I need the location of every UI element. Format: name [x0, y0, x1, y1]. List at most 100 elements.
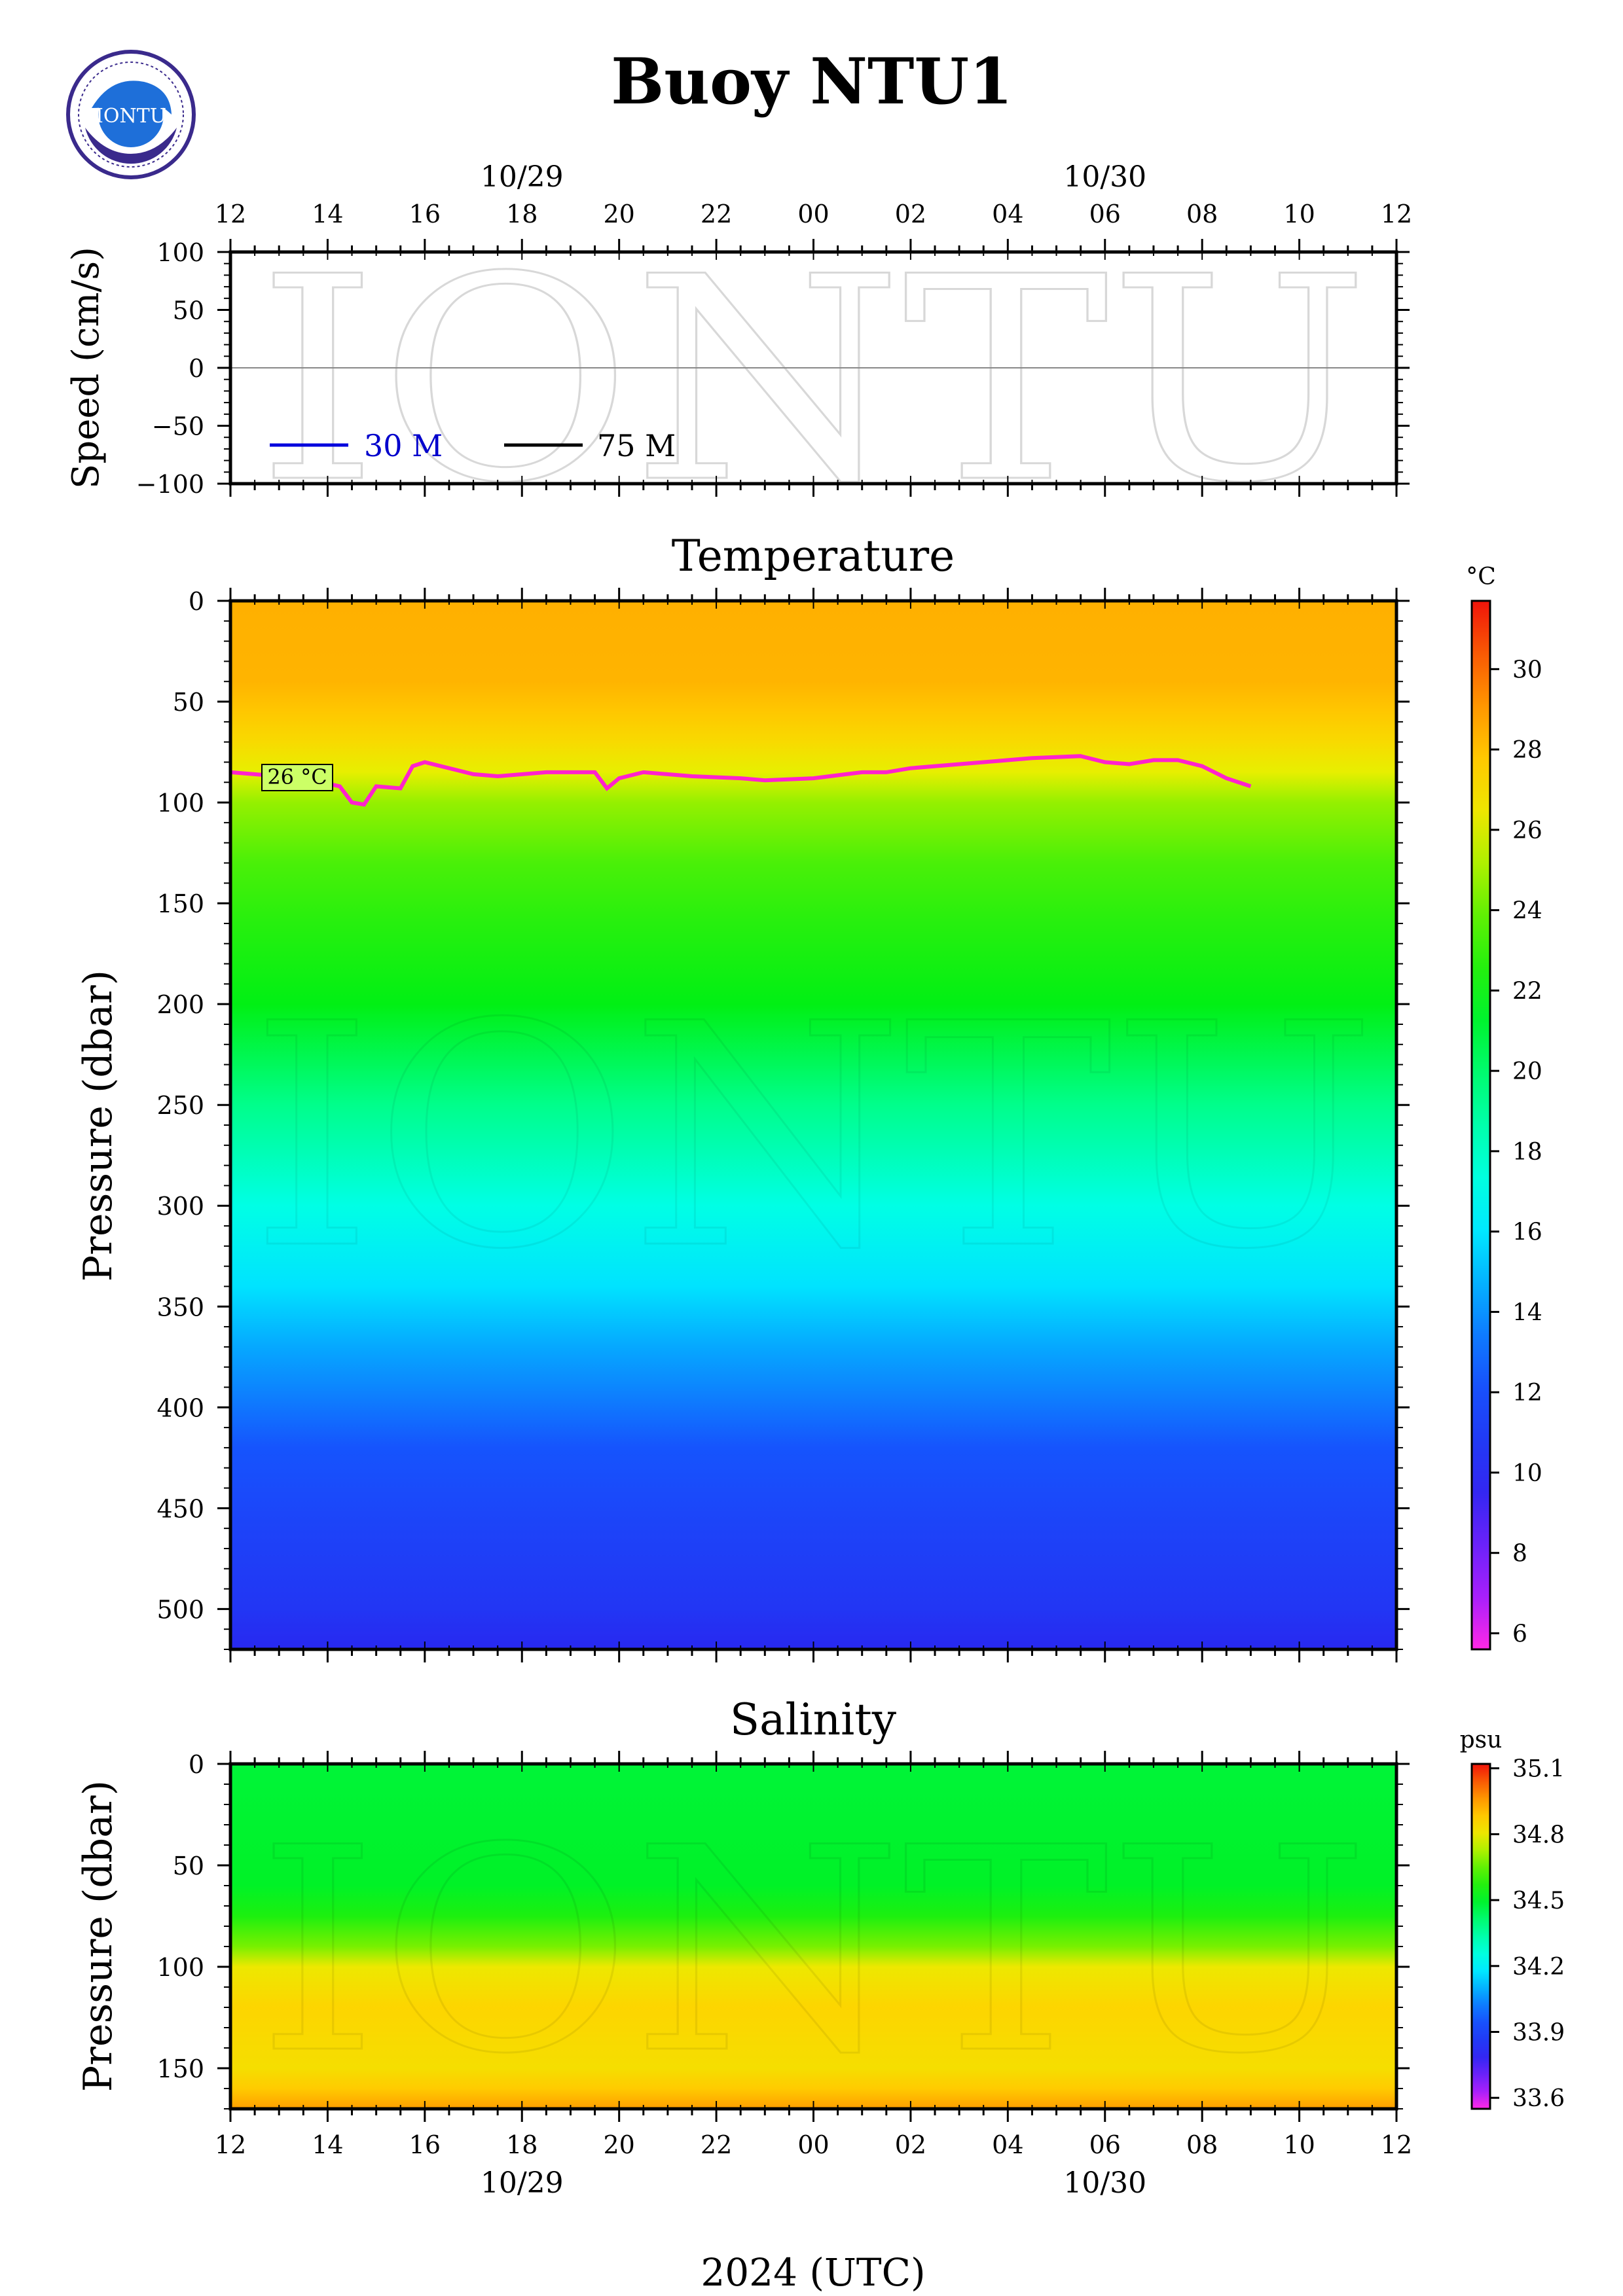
- time-axis-label: 2024 (UTC): [701, 2250, 925, 2295]
- temperature-ylabel: Pressure (dbar): [75, 970, 121, 1282]
- y-tick-label: 100: [156, 1953, 204, 1982]
- colorbar-tick-label: 33.9: [1512, 2020, 1565, 2047]
- speed-y-axis: 100 50 0 −50 −100: [136, 238, 1410, 499]
- legend-30m-label: 30 M: [364, 428, 443, 463]
- bottom-hour-label: 00: [797, 2130, 829, 2159]
- colorbar-tick-label: 24: [1512, 898, 1542, 925]
- bottom-time-axis: 12 14 16 18 20 22 00 02 04 06 08 10 12 10/29 10/30: [215, 2130, 1412, 2200]
- top-date-label: 10/29: [481, 160, 564, 194]
- bottom-hour-label: 08: [1186, 2130, 1218, 2159]
- top-hour-label: 02: [895, 200, 926, 228]
- y-tick-label: 0: [189, 587, 204, 616]
- y-tick-label: 400: [156, 1393, 204, 1422]
- colorbar-tick-label: 28: [1512, 737, 1542, 764]
- colorbar-tick-label: 14: [1512, 1299, 1542, 1326]
- top-hour-label: 06: [1089, 200, 1121, 228]
- colorbar-tick-label: 6: [1512, 1621, 1527, 1647]
- isotherm-26c: [230, 754, 1252, 807]
- top-hour-label: 10: [1283, 200, 1315, 228]
- colorbar-tick-label: 8: [1512, 1541, 1527, 1568]
- y-tick-label: 0: [189, 354, 204, 383]
- top-hour-label: 16: [409, 200, 441, 228]
- temperature-y-axis: 0 50 100 150 200 250 300 350 400 450 500: [156, 587, 1410, 1650]
- colorbar-tick-label: 12: [1512, 1380, 1542, 1407]
- colorbar-tick-label: 16: [1512, 1219, 1542, 1246]
- top-time-axis: 12 14 16 18 20 22 00 02 04 06 08 10 12 10/29 10/30: [215, 160, 1412, 228]
- colorbar-tick-label: 33.6: [1512, 2085, 1565, 2112]
- y-tick-label: 450: [156, 1494, 204, 1523]
- y-tick-label: −100: [136, 470, 204, 499]
- legend-75m-label: 75 M: [597, 428, 676, 463]
- bottom-hour-label: 02: [895, 2130, 926, 2159]
- top-hour-label: 00: [797, 200, 829, 228]
- y-tick-label: 250: [156, 1091, 204, 1120]
- bottom-hour-label: 16: [409, 2130, 441, 2159]
- salinity-y-axis: 0 50 100 150: [156, 1750, 1410, 2109]
- y-tick-label: 150: [156, 889, 204, 918]
- colorbar-tick-label: 18: [1512, 1139, 1542, 1166]
- time-ticks: [229, 239, 1398, 2122]
- temperature-colorbar-unit: °C: [1466, 564, 1496, 590]
- top-hour-label: 22: [701, 200, 732, 228]
- y-tick-label: −50: [152, 412, 204, 441]
- y-tick-label: 350: [156, 1293, 204, 1321]
- bottom-hour-label: 04: [992, 2130, 1023, 2159]
- salinity-colorbar-unit: psu: [1460, 1727, 1503, 1753]
- y-tick-label: 150: [156, 2054, 204, 2083]
- bottom-hour-label: 18: [506, 2130, 538, 2159]
- y-tick-label: 200: [156, 990, 204, 1019]
- bottom-date-label: 10/30: [1063, 2166, 1146, 2200]
- top-hour-label: 12: [215, 200, 246, 228]
- top-hour-label: 04: [992, 200, 1023, 228]
- bottom-date-label: 10/29: [481, 2166, 564, 2200]
- temperature-title: Temperature: [672, 531, 955, 581]
- top-hour-label: 20: [603, 200, 634, 228]
- top-date-label: 10/30: [1063, 160, 1146, 194]
- colorbar-tick-label: 20: [1512, 1058, 1542, 1085]
- bottom-hour-label: 06: [1089, 2130, 1121, 2159]
- speed-legend: 30 M 75 M: [270, 428, 676, 463]
- y-tick-label: 50: [173, 296, 204, 325]
- temperature-panel: Temperature IONTU 26 °C 0 50 100 150 200 250 3…: [75, 531, 1542, 1651]
- colorbar-tick-label: 35.1: [1512, 1756, 1565, 1783]
- bottom-hour-label: 10: [1283, 2130, 1315, 2159]
- speed-ylabel: Speed (cm/s): [65, 247, 107, 489]
- salinity-title: Salinity: [730, 1695, 897, 1745]
- temperature-colorbar-ticks: 30 28 26 24 22 20 18 16 14 12 10 8 6: [1490, 656, 1542, 1647]
- colorbar-tick-label: 10: [1512, 1460, 1542, 1487]
- bottom-hour-label: 20: [603, 2130, 634, 2159]
- temperature-watermark: IONTU: [250, 958, 1376, 1316]
- bottom-hour-label: 12: [215, 2130, 246, 2159]
- y-tick-label: 0: [189, 1750, 204, 1779]
- salinity-ylabel: Pressure (dbar): [75, 1780, 121, 2092]
- y-tick-label: 50: [173, 1852, 204, 1880]
- colorbar-tick-label: 34.2: [1512, 1954, 1565, 1981]
- contour-label-box: 26 °C: [261, 764, 333, 791]
- temperature-field: [230, 601, 1396, 1649]
- y-tick-label: 100: [156, 789, 204, 817]
- bottom-hour-label: 14: [312, 2130, 343, 2159]
- bottom-hour-label: 22: [701, 2130, 732, 2159]
- salinity-panel: Salinity IONTU 0 50 100 150 Pressure (dbar)…: [75, 1695, 1565, 2115]
- colorbar-tick-label: 30: [1512, 656, 1542, 683]
- temperature-colorbar: [1470, 600, 1491, 1651]
- salinity-colorbar: [1470, 1763, 1491, 2110]
- colorbar-tick-label: 34.5: [1512, 1888, 1565, 1914]
- top-hour-label: 12: [1381, 200, 1412, 228]
- contour-label: 26 °C: [267, 764, 327, 789]
- top-hour-label: 14: [312, 200, 343, 228]
- top-hour-label: 18: [506, 200, 538, 228]
- colorbar-tick-label: 34.8: [1512, 1821, 1565, 1848]
- logo-text: IONTU: [96, 105, 166, 128]
- y-tick-label: 300: [156, 1192, 204, 1221]
- figure-title: Buoy NTU1: [611, 45, 1013, 118]
- colorbar-tick-label: 22: [1512, 978, 1542, 1005]
- top-hour-label: 08: [1186, 200, 1218, 228]
- iontu-logo: IONTU: [66, 50, 196, 179]
- colorbar-tick-label: 26: [1512, 817, 1542, 844]
- salinity-colorbar-ticks: 35.1 34.8 34.5 34.2 33.9 33.6: [1490, 1756, 1565, 2112]
- y-tick-label: 100: [156, 238, 204, 267]
- salinity-watermark: IONTU: [257, 1788, 1370, 2115]
